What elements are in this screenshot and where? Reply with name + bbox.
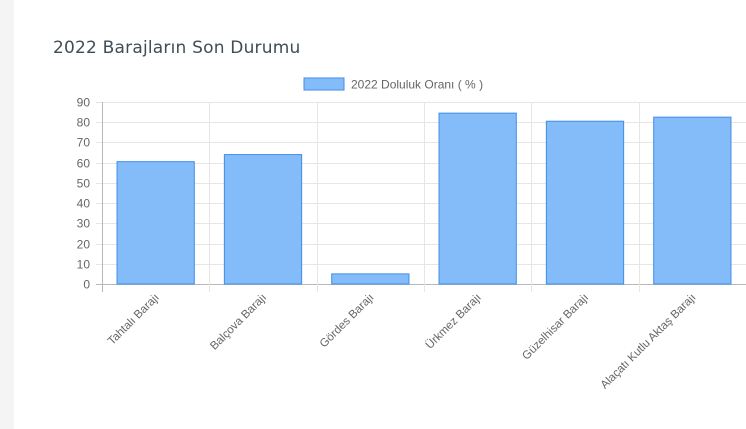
x-tick-label: Ürkmez Barajı <box>424 292 484 352</box>
y-tick-label: 80 <box>77 116 91 130</box>
y-tick-label: 60 <box>77 157 91 171</box>
bar <box>331 273 410 285</box>
page-title: 2022 Barajların Son Durumu <box>53 38 301 58</box>
chart-card: 2022 Barajların Son Durumu 0 10 20 30 40 50 60… <box>14 0 746 429</box>
bar <box>116 161 195 285</box>
legend-label: 2022 Doluluk Oranı ( % ) <box>351 78 483 92</box>
y-tick-label: 20 <box>77 238 91 252</box>
y-tick-label: 90 <box>77 96 91 110</box>
y-tick-label: 70 <box>77 136 91 150</box>
bar-chart: 0 10 20 30 40 50 60 70 80 90 Tahtalı Barajı Balçova… <box>77 77 746 392</box>
x-tick-label: Balçova Barajı <box>208 292 269 353</box>
x-tick-label: Alaçatı Kutlu Aktaş Barajı <box>599 292 699 392</box>
bar <box>545 120 625 285</box>
x-tick-label: Gördes Barajı <box>318 292 377 351</box>
x-tick-label: Tahtalı Barajı <box>106 292 162 348</box>
y-tick-label: 10 <box>77 258 91 272</box>
legend-swatch <box>303 77 345 91</box>
x-tick-label: Güzelhisar Barajı <box>520 292 591 363</box>
bar <box>438 112 517 285</box>
y-tick-label: 40 <box>77 197 91 211</box>
y-tick-label: 30 <box>77 217 91 231</box>
y-tick-label: 0 <box>83 278 90 292</box>
bar <box>653 116 732 285</box>
y-tick-label: 50 <box>77 177 91 191</box>
bar <box>223 154 303 285</box>
